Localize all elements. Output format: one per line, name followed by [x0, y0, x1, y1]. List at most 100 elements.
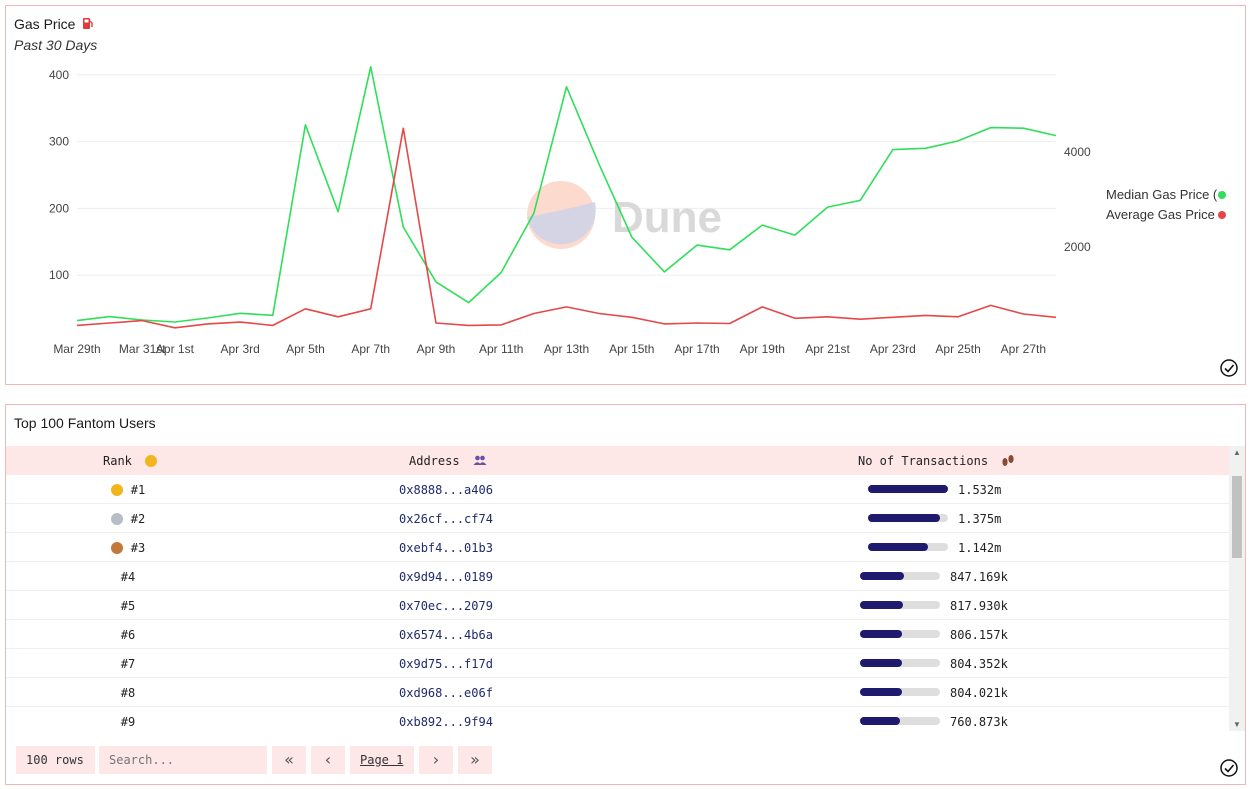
rank-text: #5 — [120, 599, 136, 613]
bronze-medal-icon — [110, 542, 123, 554]
x-tick-label: Apr 21st — [805, 342, 850, 356]
address-cell[interactable]: 0x26cf...cf74 — [399, 512, 493, 526]
legend-label: Average Gas Price — [1106, 207, 1215, 222]
scroll-down-icon[interactable]: ▼ — [1233, 720, 1241, 729]
table-row[interactable]: #8 0xd968...e06f 804.021k — [6, 678, 1229, 707]
transactions-value: 1.532m — [958, 483, 1002, 497]
table-row[interactable]: #1 0x8888...a406 1.532m — [6, 475, 1229, 504]
transactions-value: 1.375m — [958, 512, 1002, 526]
address-cell[interactable]: 0x6574...4b6a — [399, 628, 493, 642]
gold-medal-icon — [110, 484, 123, 496]
rank-cell: #3 — [68, 541, 188, 555]
transactions-value: 817.930k — [950, 599, 1008, 613]
table-row[interactable]: #2 0x26cf...cf74 1.375m — [6, 504, 1229, 533]
x-tick-label: Apr 27th — [1001, 342, 1046, 356]
transactions-bar — [868, 514, 948, 522]
rank-text: #6 — [120, 628, 136, 642]
gas-price-title: Gas Price — [14, 16, 76, 32]
x-tick-label: Apr 19th — [740, 342, 785, 356]
address-cell[interactable]: 0x9d75...f17d — [399, 657, 493, 671]
x-tick-label: Apr 23rd — [870, 342, 916, 356]
silver-medal-icon — [110, 513, 123, 525]
chart-legend: Median Gas Price (Average Gas Price — [1106, 187, 1226, 222]
scroll-thumb[interactable] — [1232, 476, 1242, 558]
chart-series — [76, 65, 1057, 329]
scroll-up-icon[interactable]: ▲ — [1233, 448, 1241, 457]
table-title: Top 100 Fantom Users — [14, 415, 156, 431]
rows-count: 100 rows — [16, 746, 95, 774]
footprints-icon — [1002, 455, 1014, 466]
double-chevron-left-icon: « — [284, 750, 294, 769]
transactions-bar-fill — [860, 717, 900, 725]
transactions-value: 806.157k — [950, 628, 1008, 642]
address-cell[interactable]: 0xebf4...01b3 — [399, 541, 493, 555]
table-row[interactable]: #4 0x9d94...0189 847.169k — [6, 562, 1229, 591]
transactions-value: 804.352k — [950, 657, 1008, 671]
page-indicator[interactable]: Page 1 — [350, 746, 414, 774]
transactions-bar-fill — [868, 543, 928, 551]
table-row[interactable]: #7 0x9d75...f17d 804.352k — [6, 649, 1229, 678]
rank-text: #2 — [130, 512, 146, 526]
legend-dot — [1218, 191, 1226, 199]
x-tick-label: Apr 17th — [674, 342, 719, 356]
panel-title: Gas Price — [14, 16, 94, 32]
search-input[interactable] — [99, 746, 267, 774]
gas-price-panel: Gas Price Past 30 Days Dune 100 200 300 400… — [5, 5, 1246, 385]
average-gas-price-line — [76, 127, 1057, 329]
y-left-tick-label: 100 — [49, 268, 69, 282]
page-label: Page 1 — [360, 753, 404, 767]
check-circle-icon[interactable] — [1219, 358, 1239, 378]
address-cell[interactable]: 0xd968...e06f — [399, 686, 493, 700]
transactions-bar — [868, 485, 948, 493]
rank-text: #3 — [130, 541, 146, 555]
address-header-label: Address — [409, 454, 460, 468]
rank-cell: #8 — [68, 686, 188, 700]
table-body: #1 0x8888...a406 1.532m #2 0x26cf...cf74 1.37… — [6, 475, 1229, 730]
transactions-bar — [868, 543, 948, 551]
table-row[interactable]: #5 0x70ec...2079 817.930k — [6, 591, 1229, 620]
x-tick-label: Apr 11th — [479, 342, 523, 356]
next-page-button[interactable]: › — [419, 746, 453, 774]
transactions-value: 1.142m — [958, 541, 1002, 555]
first-page-button[interactable]: « — [272, 746, 306, 774]
gas-price-chart: Dune 100 200 300 400 2000 4000 Mar 29th Mar 31s… — [49, 65, 1226, 356]
transactions-bar-fill — [860, 572, 905, 580]
transactions-value: 847.169k — [950, 570, 1008, 584]
transactions-bar — [860, 688, 940, 696]
dune-watermark: Dune — [527, 181, 722, 249]
transactions-value: 760.873k — [950, 715, 1008, 729]
medal-icon — [145, 455, 158, 467]
table-scrollbar[interactable]: ▲ ▼ — [1229, 446, 1245, 731]
check-circle-icon[interactable] — [1219, 758, 1239, 778]
double-chevron-right-icon: » — [470, 750, 480, 769]
dune-logo-icon-lower — [527, 202, 596, 245]
x-tick-label: Apr 1st — [156, 342, 195, 356]
chevron-right-icon: › — [432, 750, 440, 769]
address-cell[interactable]: 0x9d94...0189 — [399, 570, 493, 584]
address-cell[interactable]: 0xb892...9f94 — [399, 715, 493, 729]
rank-column-header[interactable]: Rank — [103, 454, 158, 468]
x-tick-label: Apr 7th — [351, 342, 390, 356]
transactions-column-header[interactable]: No of Transactions — [858, 454, 1015, 468]
previous-page-button[interactable]: ‹ — [311, 746, 345, 774]
transactions-bar-fill — [860, 630, 903, 638]
rank-text: #7 — [120, 657, 136, 671]
rows-count-label: 100 rows — [26, 753, 84, 767]
table-row[interactable]: #6 0x6574...4b6a 806.157k — [6, 620, 1229, 649]
last-page-button[interactable]: » — [458, 746, 492, 774]
table-row[interactable]: #3 0xebf4...01b3 1.142m — [6, 533, 1229, 562]
table-row[interactable]: #9 0xb892...9f94 760.873k — [6, 707, 1229, 730]
transactions-bar-fill — [868, 514, 940, 522]
address-cell[interactable]: 0x8888...a406 — [399, 483, 493, 497]
transactions-bar — [860, 601, 940, 609]
rank-header-label: Rank — [103, 454, 132, 468]
rank-text: #9 — [120, 715, 136, 729]
y-left-tick-label: 300 — [49, 135, 69, 149]
median-gas-price-line — [76, 65, 1057, 323]
transactions-bar-fill — [860, 601, 903, 609]
rank-text: #4 — [120, 570, 136, 584]
address-cell[interactable]: 0x70ec...2079 — [399, 599, 493, 613]
address-column-header[interactable]: Address — [409, 454, 487, 468]
rank-cell: #1 — [68, 483, 188, 497]
